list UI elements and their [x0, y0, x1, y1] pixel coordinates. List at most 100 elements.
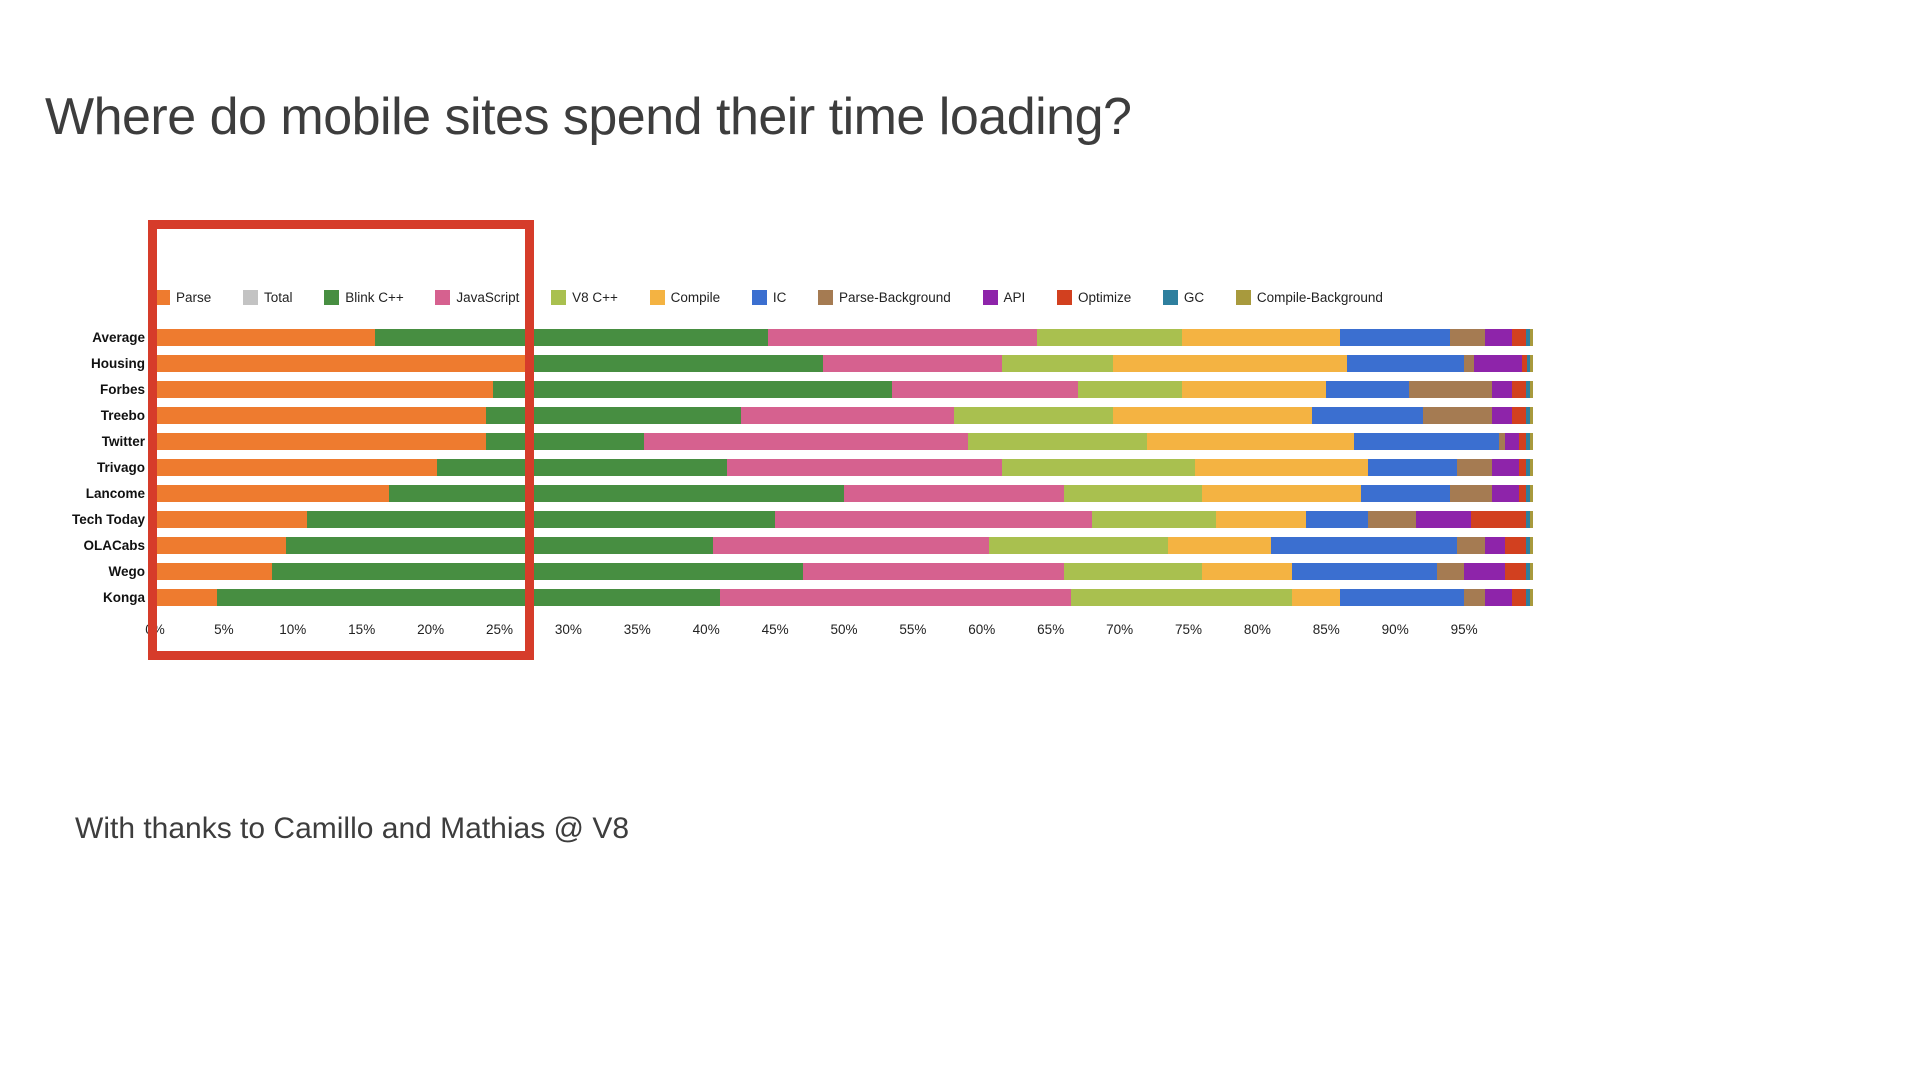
bar-segment-optimize: [1512, 328, 1527, 346]
bar-segment-ic: [1360, 484, 1451, 502]
bar-segment-blink-c-: [485, 406, 741, 424]
legend-item-api: API: [982, 290, 1025, 305]
x-tick-label: 40%: [692, 622, 720, 637]
bar-segment-gc: [1526, 588, 1531, 606]
bar-segment-parse: [155, 588, 217, 606]
bar-segment-parse-background: [1498, 432, 1506, 450]
legend-item-optimize: Optimize: [1056, 290, 1131, 305]
bar-segment-optimize: [1505, 562, 1527, 580]
row-label: Twitter: [101, 433, 145, 449]
bar-track: [155, 328, 1533, 346]
bar-row: Treebo: [0, 402, 1540, 428]
bar-segment-parse: [155, 510, 307, 528]
bars: Average Housing Forbes Treebo Twitter Trivago…: [0, 324, 1540, 610]
bar-segment-parse-background: [1464, 354, 1474, 372]
chart-legend: Parse Total Blink C++ JavaScript V8 C++ Compi…: [155, 290, 1383, 305]
bar-segment-javascript: [713, 536, 989, 554]
legend-label: Blink C++: [345, 290, 404, 305]
bar-segment-optimize: [1519, 484, 1527, 502]
bar-segment-compile-background: [1530, 484, 1533, 502]
x-axis: 0% 5% 10% 15% 20% 25% 30% 35% 40% 45% 50% 55% 60% 65%…: [145, 622, 1533, 642]
bar-segment-gc: [1526, 458, 1531, 476]
legend-item-gc: GC: [1162, 290, 1205, 305]
bar-segment-v8-c-: [1036, 328, 1182, 346]
bar-segment-parse: [155, 406, 486, 424]
bar-segment-api: [1415, 510, 1471, 528]
bar-segment-blink-c-: [375, 328, 769, 346]
bar-segment-parse-background: [1450, 484, 1492, 502]
x-tick-label: 90%: [1381, 622, 1409, 637]
legend-item-javascript: JavaScript: [435, 290, 519, 305]
bar-segment-ic: [1367, 458, 1458, 476]
bar-segment-compile: [1216, 510, 1306, 528]
legend-swatch-icon: [1235, 290, 1251, 305]
legend-label: IC: [772, 290, 787, 305]
x-tick-label: 60%: [968, 622, 996, 637]
row-label: Lancome: [85, 485, 145, 501]
bar-row: Konga: [0, 584, 1540, 610]
legend-item-ic: IC: [751, 290, 787, 305]
legend-item-parse-background: Parse-Background: [818, 290, 951, 305]
x-tick-label: 70%: [1106, 622, 1134, 637]
x-tick-label: 50%: [830, 622, 858, 637]
legend-item-blink-c-: Blink C++: [324, 290, 404, 305]
legend-item-v8-c-: V8 C++: [551, 290, 618, 305]
legend-item-total: Total: [242, 290, 293, 305]
legend-label: V8 C++: [572, 290, 618, 305]
bar-segment-blink-c-: [485, 432, 645, 450]
bar-segment-gc: [1526, 562, 1531, 580]
bar-row: Twitter: [0, 428, 1540, 454]
bar-segment-ic: [1305, 510, 1368, 528]
bar-segment-javascript: [843, 484, 1065, 502]
bar-segment-parse: [155, 328, 376, 346]
bar-segment-ic: [1291, 562, 1437, 580]
bar-segment-api: [1505, 432, 1520, 450]
bar-track: [155, 406, 1533, 424]
row-label: Average: [92, 329, 145, 345]
legend-label: JavaScript: [456, 290, 520, 305]
bar-segment-gc: [1526, 380, 1531, 398]
bar-segment-gc: [1526, 406, 1531, 424]
legend-label: Compile: [670, 290, 721, 305]
bar-segment-parse: [155, 458, 438, 476]
bar-segment-optimize: [1470, 510, 1527, 528]
x-tick-label: 35%: [623, 622, 651, 637]
row-label: Housing: [91, 355, 145, 371]
bar-segment-parse: [155, 484, 390, 502]
x-tick-label: 30%: [554, 622, 582, 637]
row-label: Tech Today: [71, 511, 145, 527]
bar-segment-compile: [1181, 380, 1327, 398]
bar-track: [155, 536, 1533, 554]
bar-track: [155, 588, 1533, 606]
bar-row: OLACabs: [0, 532, 1540, 558]
bar-segment-api: [1491, 380, 1513, 398]
bar-segment-optimize: [1512, 380, 1527, 398]
bar-segment-parse-background: [1422, 406, 1492, 424]
bar-segment-compile-background: [1530, 354, 1533, 372]
bar-segment-optimize: [1521, 354, 1528, 372]
bar-track: [155, 510, 1533, 528]
bar-segment-ic: [1326, 380, 1409, 398]
bar-segment-blink-c-: [389, 484, 844, 502]
footer-note: With thanks to Camillo and Mathias @ V8: [75, 812, 630, 845]
bar-segment-compile: [1167, 536, 1272, 554]
bar-segment-compile-background: [1530, 536, 1533, 554]
legend-swatch-icon: [435, 290, 451, 305]
x-tick-label: 5%: [214, 622, 234, 637]
bar-segment-compile: [1195, 458, 1368, 476]
bar-segment-compile: [1291, 588, 1341, 606]
bar-segment-javascript: [802, 562, 1065, 580]
bar-segment-optimize: [1512, 406, 1527, 424]
bar-segment-compile-background: [1530, 588, 1533, 606]
bar-segment-blink-c-: [272, 562, 803, 580]
bar-segment-api: [1484, 536, 1506, 554]
bar-track: [155, 354, 1533, 372]
bar-segment-compile: [1202, 484, 1361, 502]
legend-label: GC: [1183, 290, 1205, 305]
bar-track: [155, 380, 1533, 398]
x-tick-label: 0%: [145, 622, 165, 637]
bar-segment-api: [1491, 406, 1513, 424]
bar-segment-javascript: [775, 510, 1093, 528]
legend-swatch-icon: [1162, 290, 1178, 305]
bar-segment-gc: [1526, 510, 1531, 528]
